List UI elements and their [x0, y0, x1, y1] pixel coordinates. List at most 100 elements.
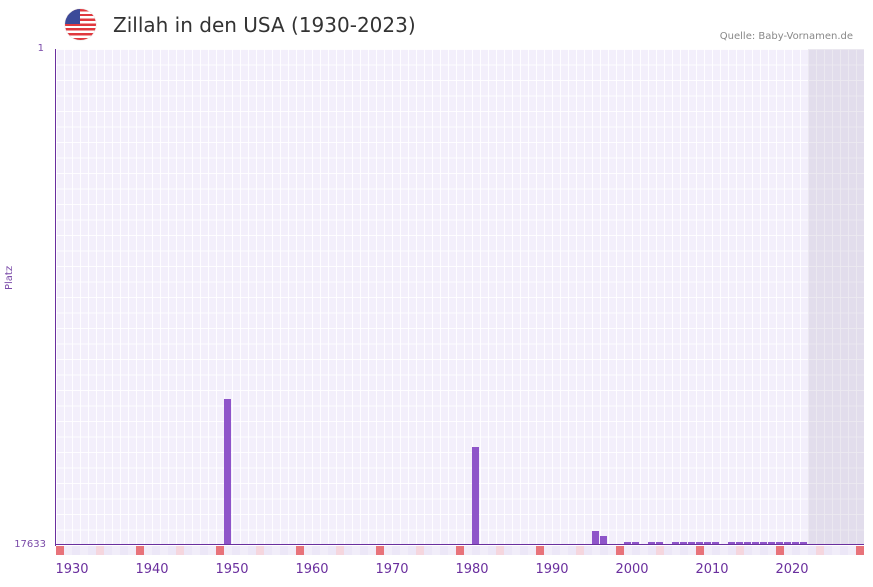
- year-marker: [152, 546, 160, 555]
- year-marker: [240, 546, 248, 555]
- year-marker: [592, 546, 600, 555]
- year-marker: [328, 546, 336, 555]
- year-marker: [256, 546, 264, 555]
- year-marker: [344, 546, 352, 555]
- bar-2022[interactable]: [800, 542, 807, 545]
- bar-2000[interactable]: [624, 542, 631, 545]
- year-marker: [488, 546, 496, 555]
- year-marker: [312, 546, 320, 555]
- year-marker: [568, 546, 576, 555]
- bar-2015[interactable]: [744, 542, 751, 545]
- year-marker: [432, 546, 440, 555]
- year-marker: [376, 546, 384, 555]
- year-marker: [808, 546, 816, 555]
- year-marker: [624, 546, 632, 555]
- year-marker: [208, 546, 216, 555]
- year-marker: [392, 546, 400, 555]
- year-marker: [424, 546, 432, 555]
- year-marker: [640, 546, 648, 555]
- year-marker: [608, 546, 616, 555]
- bar-1996[interactable]: [592, 530, 599, 545]
- year-marker: [576, 546, 584, 555]
- year-marker: [816, 546, 824, 555]
- year-marker: [832, 546, 840, 555]
- future-shade: [808, 49, 864, 545]
- x-tick-label: 2020: [775, 562, 809, 577]
- bar-2021[interactable]: [792, 542, 799, 545]
- year-marker: [560, 546, 568, 555]
- x-tick-label: 1990: [535, 562, 569, 577]
- chart-title: Zillah in den USA (1930-2023): [113, 13, 416, 37]
- year-marker: [168, 546, 176, 555]
- year-marker: [96, 546, 104, 555]
- year-marker: [704, 546, 712, 555]
- year-marker: [840, 546, 848, 555]
- year-marker: [632, 546, 640, 555]
- year-marker: [320, 546, 328, 555]
- year-marker: [368, 546, 376, 555]
- year-marker: [656, 546, 664, 555]
- bar-2001[interactable]: [632, 542, 639, 545]
- y-tick-bottom: 17633: [14, 539, 46, 550]
- bar-2006[interactable]: [672, 542, 679, 545]
- bar-2009[interactable]: [696, 542, 703, 545]
- year-marker: [304, 546, 312, 555]
- year-marker: [200, 546, 208, 555]
- year-marker: [104, 546, 112, 555]
- year-marker: [544, 546, 552, 555]
- bar-2011[interactable]: [712, 542, 719, 545]
- year-marker: [360, 546, 368, 555]
- year-marker: [768, 546, 776, 555]
- year-marker: [224, 546, 232, 555]
- year-marker: [480, 546, 488, 555]
- year-marker: [680, 546, 688, 555]
- year-marker: [160, 546, 168, 555]
- year-marker: [184, 546, 192, 555]
- bar-2008[interactable]: [688, 542, 695, 545]
- bar-1950[interactable]: [224, 399, 231, 545]
- year-marker: [824, 546, 832, 555]
- us-flag-icon: [65, 9, 96, 40]
- year-marker: [272, 546, 280, 555]
- bar-2019[interactable]: [776, 542, 783, 545]
- year-marker: [408, 546, 416, 555]
- bar-2003[interactable]: [648, 542, 655, 545]
- year-marker: [80, 546, 88, 555]
- year-marker: [776, 546, 784, 555]
- year-marker: [64, 546, 72, 555]
- y-axis-line: [55, 49, 56, 546]
- bar-2013[interactable]: [728, 542, 735, 545]
- year-marker: [648, 546, 656, 555]
- bar-1997[interactable]: [600, 535, 607, 545]
- year-marker: [848, 546, 856, 555]
- bar-2007[interactable]: [680, 542, 687, 545]
- year-marker: [760, 546, 768, 555]
- year-marker: [88, 546, 96, 555]
- year-marker: [136, 546, 144, 555]
- year-marker: [688, 546, 696, 555]
- year-marker: [112, 546, 120, 555]
- year-marker: [584, 546, 592, 555]
- year-marker: [752, 546, 760, 555]
- x-axis-line: [55, 544, 864, 545]
- year-marker: [696, 546, 704, 555]
- bar-2020[interactable]: [784, 542, 791, 545]
- year-marker: [336, 546, 344, 555]
- bar-1981[interactable]: [472, 447, 479, 545]
- x-tick-label: 1960: [295, 562, 329, 577]
- bar-2016[interactable]: [752, 542, 759, 545]
- year-marker: [744, 546, 752, 555]
- year-marker: [600, 546, 608, 555]
- year-marker: [288, 546, 296, 555]
- year-marker: [736, 546, 744, 555]
- year-marker: [856, 546, 864, 555]
- bar-2004[interactable]: [656, 542, 663, 545]
- bar-2017[interactable]: [760, 542, 767, 545]
- year-marker: [72, 546, 80, 555]
- bar-2018[interactable]: [768, 542, 775, 545]
- y-tick-top: 1: [37, 43, 44, 54]
- bar-2010[interactable]: [704, 542, 711, 545]
- x-tick-label: 2000: [615, 562, 649, 577]
- year-marker: [352, 546, 360, 555]
- bar-2014[interactable]: [736, 542, 743, 545]
